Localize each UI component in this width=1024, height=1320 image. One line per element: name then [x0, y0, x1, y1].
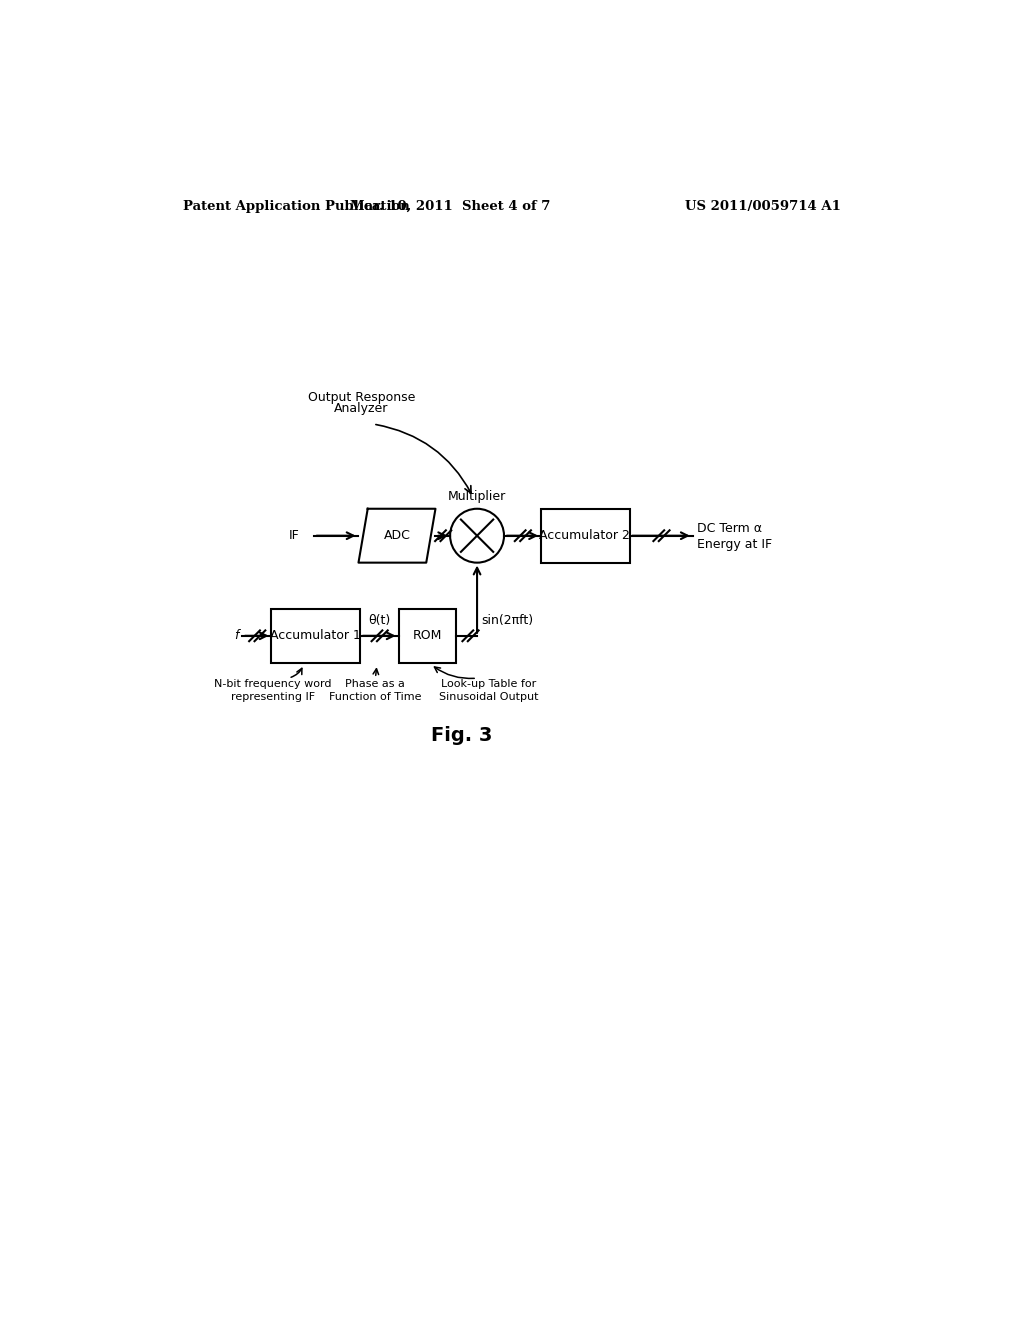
Text: Sinusoidal Output: Sinusoidal Output	[439, 692, 539, 702]
Text: Patent Application Publication: Patent Application Publication	[183, 199, 410, 213]
Text: ROM: ROM	[413, 630, 441, 643]
Text: Multiplier: Multiplier	[447, 490, 506, 503]
Text: Accumulator 1: Accumulator 1	[270, 630, 360, 643]
Text: Function of Time: Function of Time	[329, 692, 422, 702]
Text: DC Term α: DC Term α	[697, 521, 762, 535]
Text: US 2011/0059714 A1: US 2011/0059714 A1	[685, 199, 841, 213]
Text: IF: IF	[289, 529, 300, 543]
Text: Phase as a: Phase as a	[345, 680, 406, 689]
Text: Fig. 3: Fig. 3	[431, 726, 493, 746]
Text: Look-up Table for: Look-up Table for	[441, 680, 537, 689]
Text: f: f	[234, 630, 239, 643]
Text: Energy at IF: Energy at IF	[697, 539, 772, 552]
Text: representing IF: representing IF	[231, 692, 315, 702]
Text: sin(2πft): sin(2πft)	[481, 614, 534, 627]
Text: Mar. 10, 2011  Sheet 4 of 7: Mar. 10, 2011 Sheet 4 of 7	[350, 199, 550, 213]
Text: Accumulator 2: Accumulator 2	[540, 529, 631, 543]
Text: Analyzer: Analyzer	[335, 403, 389, 416]
Text: Output Response: Output Response	[308, 391, 416, 404]
Text: N-bit frequency word: N-bit frequency word	[214, 680, 332, 689]
Text: θ(t): θ(t)	[369, 614, 390, 627]
Text: ADC: ADC	[384, 529, 411, 543]
